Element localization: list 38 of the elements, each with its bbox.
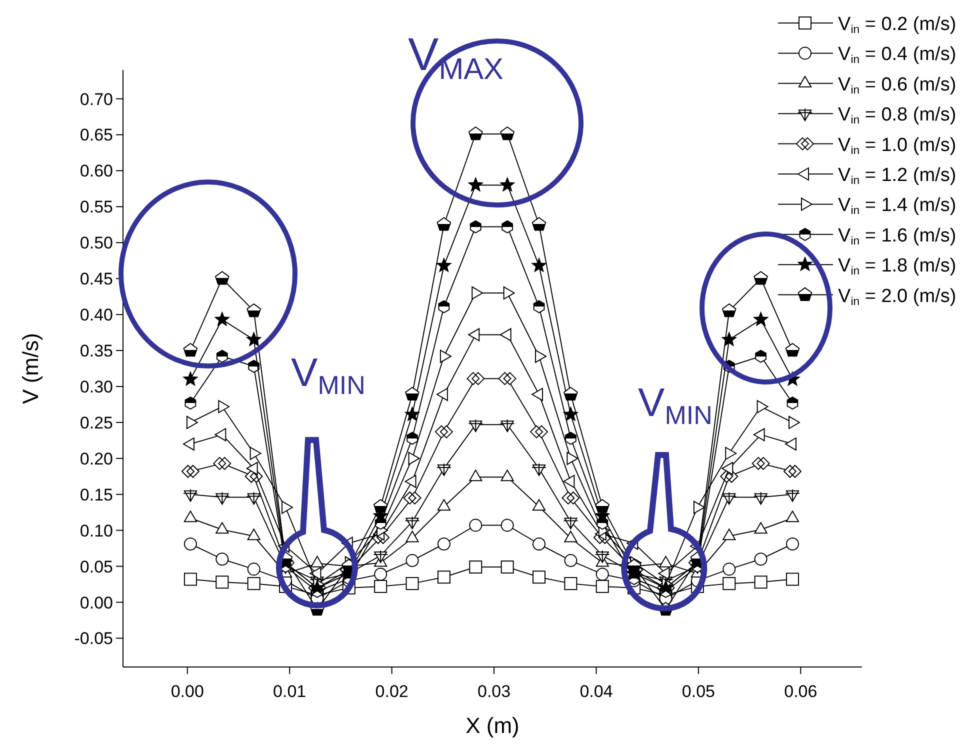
y-tick-label: 0.50 <box>80 234 113 253</box>
y-tick-label: 0.65 <box>80 126 113 145</box>
annotation: V$_{MAX}$ <box>408 28 504 86</box>
annotation: V$_{MIN}$ <box>638 381 712 430</box>
y-tick-label: 0.25 <box>80 413 113 432</box>
y-tick-label: 0.15 <box>80 485 113 504</box>
annotation: V$_{MIN}$ <box>291 351 366 400</box>
y-tick-label: 0.10 <box>80 521 113 540</box>
y-tick-label: 0.00 <box>80 593 113 612</box>
y-tick-label: 0.20 <box>80 449 113 468</box>
x-tick-label: 0.03 <box>477 682 511 701</box>
y-tick-label: 0.70 <box>80 90 113 109</box>
x-tick-label: 0.06 <box>784 682 818 701</box>
legend-label: V$_{in}$ = 0.2 (m/s) <box>838 14 956 36</box>
x-axis-title: X (m) <box>466 713 520 738</box>
y-tick-label: 0.60 <box>80 162 113 181</box>
legend-label: V$_{in}$ = 1.2 (m/s) <box>838 165 956 188</box>
legend-label: V$_{in}$ = 1.8 (m/s) <box>838 256 956 278</box>
y-axis-title: V (m/s) <box>18 333 43 404</box>
legend-label: V$_{in}$ = 0.4 (m/s) <box>838 44 956 66</box>
x-tick-label: 0.05 <box>682 682 716 701</box>
x-tick-label: 0.02 <box>375 682 408 701</box>
x-tick-label: 0.04 <box>580 682 613 701</box>
y-tick-label: 0.55 <box>80 198 113 217</box>
y-tick-label: 0.40 <box>80 306 113 325</box>
x-tick-label: 0.01 <box>273 682 306 701</box>
legend-label: V$_{in}$ = 1.0 (m/s) <box>838 134 956 158</box>
legend-label: V$_{in}$ = 1.4 (m/s) <box>838 195 956 218</box>
y-tick-label: -0.05 <box>74 629 113 648</box>
y-tick-label: 0.35 <box>80 342 113 361</box>
legend-label: V$_{in}$ = 0.8 (m/s) <box>838 104 956 127</box>
legend-label: V$_{in}$ = 1.6 (m/s) <box>838 225 956 248</box>
y-tick-label: 0.45 <box>80 270 113 289</box>
y-tick-label: 0.30 <box>80 377 113 396</box>
x-tick-label: 0.00 <box>170 682 204 701</box>
legend-label: V$_{in}$ = 2.0 (m/s) <box>838 286 956 308</box>
legend-label: V$_{in}$ = 0.6 (m/s) <box>838 74 956 97</box>
y-tick-label: 0.05 <box>80 557 113 576</box>
